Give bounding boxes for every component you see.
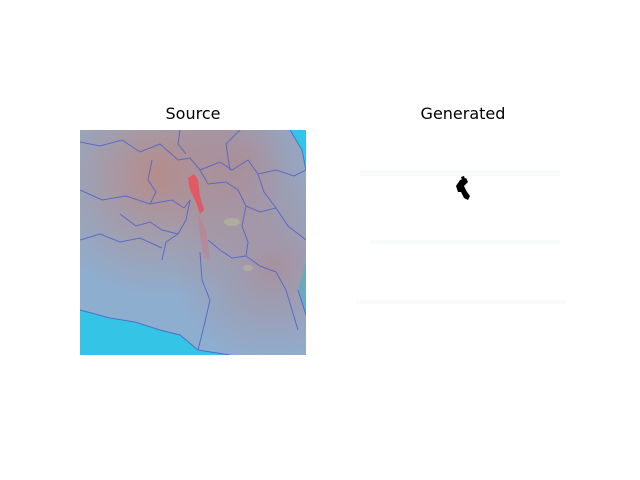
generated-mask-panel <box>350 130 576 355</box>
sea-top-right <box>290 130 306 170</box>
mask-blob <box>456 178 470 200</box>
generated-panel-title: Generated <box>420 104 506 123</box>
source-map-panel <box>80 130 306 355</box>
sea-bottom-left <box>80 310 230 355</box>
boundary-lines <box>80 130 306 355</box>
source-panel-title: Source <box>165 104 221 123</box>
source-map-image <box>80 130 306 355</box>
generated-mask-image <box>350 130 576 355</box>
mask-background <box>350 130 576 355</box>
plume-highlight <box>188 174 204 214</box>
